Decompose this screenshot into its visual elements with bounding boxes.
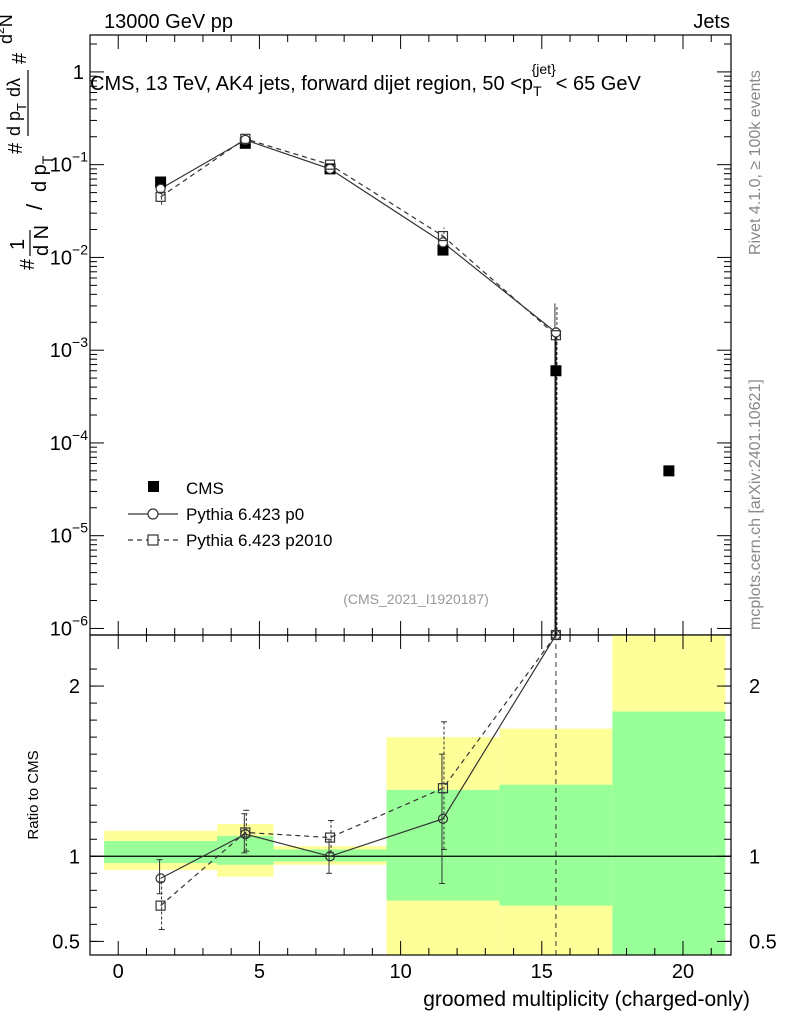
header-energy-label: 13000 GeV pp (104, 11, 233, 33)
ratio-y-axis-label: Ratio to CMS (25, 750, 42, 839)
mcplots-label: mcplots.cern.ch [arXiv:2401.10621] (747, 379, 764, 630)
svg-text:/: / (22, 203, 47, 210)
ratio-p0-point (324, 851, 336, 862)
main-y-tick-label: 10−5 (50, 520, 88, 548)
series-p2010-point (240, 133, 251, 144)
main-y-axis-label: # 1 d N / d pT # d pTdλ # d2N (0, 14, 55, 270)
series-cms-point (155, 176, 167, 188)
svg-text:d pTdλ: d pTdλ (4, 78, 29, 136)
legend-marker-p0 (147, 508, 159, 520)
ratio-p2010-line (160, 634, 557, 907)
legend: CMS Pythia 6.423 p0 Pythia 6.423 p2010 (128, 479, 333, 550)
main-y-tick-label: 10−4 (50, 427, 88, 455)
chart-title-text: CMS, 13 TeV, AK4 jets, forward dijet reg… (90, 61, 641, 99)
ratio-p2010-point (240, 827, 251, 838)
series-cms-point (437, 244, 449, 256)
uncertainty-band-green (273, 849, 387, 862)
ratio-p2010-point (155, 900, 166, 911)
svg-text:#: # (5, 142, 27, 154)
ratio-p0-point (437, 813, 449, 824)
series-p0-point (550, 327, 562, 338)
analysis-id-annotation: (CMS_2021_I1920187) (343, 591, 489, 607)
ratio-panel-frame (89, 634, 732, 956)
series-p0-point (155, 183, 166, 194)
ratio-p0-line (160, 634, 557, 879)
series-p2010-point (324, 159, 336, 170)
uncertainty-band-green (386, 789, 500, 901)
uncertainty-band-green (104, 840, 218, 864)
ratio-panel: 0 5 10 15 20 0.5 0.5 1 1 2 2 Ratio to CMS groomed … (25, 629, 777, 1011)
x-tick-label: 20 (672, 961, 694, 983)
x-tick-label: 10 (389, 961, 411, 983)
series-p2010-point (155, 191, 166, 202)
legend-label-p0: Pythia 6.423 p0 (186, 505, 304, 524)
ratio-p2010-point (437, 783, 449, 794)
x-tick-label: 0 (113, 961, 124, 983)
ratio-y-tick-label-right: 1 (749, 846, 760, 868)
ratio-y-tick-label-right: 0.5 (749, 931, 777, 953)
header-category-label: Jets (693, 11, 730, 33)
ratio-y-tick-label: 1 (69, 846, 80, 868)
ratio-y-tick-label: 0.5 (52, 931, 80, 953)
rivet-version-label: Rivet 4.1.0, ≥ 100k events (747, 70, 764, 255)
legend-label-cms: CMS (186, 479, 224, 498)
series-cms-point (663, 465, 675, 477)
main-panel: 1 10−1 10−2 10−3 10−4 10−5 10−6 CMS, 13 TeV, A… (0, 14, 732, 640)
svg-text:#: # (17, 258, 39, 270)
uncertainty-band-green (217, 835, 274, 865)
ratio-y-tick-label: 2 (69, 676, 80, 698)
series-p0-point (437, 237, 449, 248)
svg-text:d N: d N (31, 225, 53, 256)
main-y-tick-label: 10−1 (50, 149, 88, 177)
series-p2010-line (160, 138, 557, 336)
series-p0-line (160, 139, 557, 333)
series-p2010-point (437, 230, 449, 242)
legend-marker-p2010 (147, 534, 159, 546)
ratio-p0-point (155, 873, 166, 884)
series-p2010-point (550, 330, 562, 341)
svg-text:1: 1 (7, 239, 29, 250)
legend-label-p2010: Pythia 6.423 p2010 (186, 531, 333, 550)
x-axis-label: groomed multiplicity (charged-only) (423, 988, 750, 1011)
svg-text:d2N: d2N (0, 14, 16, 44)
ratio-y-tick-label-right: 2 (749, 676, 760, 698)
uncertainty-band-green (612, 711, 726, 955)
main-y-tick-label: 10−3 (50, 334, 88, 362)
chart-title: CMS, 13 TeV, AK4 jets, forward dijet reg… (90, 61, 641, 99)
main-y-tick-label: 1 (73, 62, 84, 84)
main-y-tick-label: 10−6 (50, 612, 88, 640)
ratio-p2010-point (324, 832, 336, 843)
legend-marker-cms (148, 481, 159, 492)
svg-text:#: # (9, 52, 31, 64)
svg-text:d pT: d pT (29, 155, 55, 192)
x-tick-label: 15 (531, 961, 553, 983)
main-y-tick-label: 10−2 (50, 241, 88, 269)
x-tick-label: 5 (254, 961, 265, 983)
